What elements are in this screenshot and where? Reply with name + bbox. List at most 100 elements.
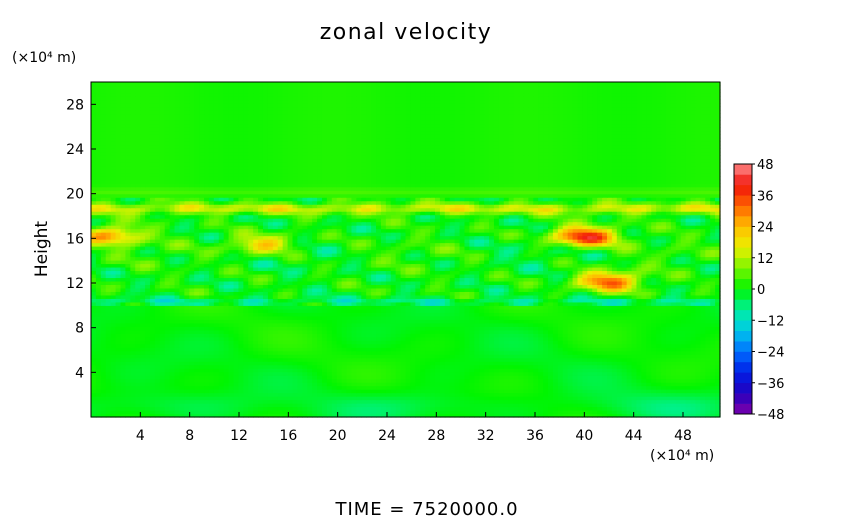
heatmap-cell: [498, 350, 505, 355]
heatmap-cell: [582, 340, 588, 345]
heatmap-cell: [602, 385, 608, 390]
heatmap-cell: [258, 368, 264, 373]
heatmap-cell: [145, 280, 151, 285]
heatmap-cell: [430, 350, 436, 355]
heatmap-cell: [543, 350, 549, 355]
heatmap-cell: [493, 403, 500, 408]
heatmap-cell: [140, 371, 146, 376]
heatmap-cell: [439, 382, 446, 387]
heatmap-cell: [400, 340, 407, 345]
heatmap-cell: [120, 336, 126, 341]
heatmap-cell: [513, 301, 520, 306]
heatmap-cell: [705, 347, 711, 352]
heatmap-cell: [552, 357, 559, 362]
heatmap-cell: [228, 336, 235, 341]
heatmap-cell: [439, 298, 446, 303]
heatmap-cell: [434, 361, 441, 366]
heatmap-cell: [552, 406, 559, 411]
heatmap-cell: [425, 333, 431, 338]
heatmap-cell: [582, 350, 588, 355]
heatmap-cell: [272, 312, 279, 317]
heatmap-cell: [661, 368, 667, 373]
heatmap-cell: [110, 319, 117, 324]
heatmap-cell: [641, 298, 647, 303]
heatmap-cell: [228, 291, 235, 296]
heatmap-cell: [267, 294, 274, 299]
heatmap-cell: [297, 375, 303, 380]
heatmap-cell: [405, 354, 412, 359]
heatmap-cell: [425, 294, 431, 299]
heatmap-cell: [636, 298, 642, 303]
heatmap-cell: [366, 371, 372, 376]
heatmap-cell: [228, 368, 235, 373]
heatmap-cell: [430, 389, 436, 394]
heatmap-cell: [680, 280, 687, 285]
heatmap-cell: [307, 396, 313, 401]
heatmap-cell: [533, 361, 539, 366]
heatmap-cell: [597, 315, 603, 320]
heatmap-cell: [194, 382, 200, 387]
heatmap-cell: [95, 378, 102, 383]
heatmap-cell: [267, 399, 274, 404]
heatmap-cell: [484, 291, 490, 296]
heatmap-cell: [587, 340, 593, 345]
heatmap-cell: [189, 315, 195, 320]
heatmap-cell: [710, 315, 716, 320]
heatmap-cell: [159, 410, 166, 415]
heatmap-cell: [597, 375, 603, 380]
heatmap-cell: [159, 347, 166, 352]
heatmap-cell: [390, 301, 397, 306]
heatmap-cell: [695, 319, 701, 324]
heatmap-cell: [503, 305, 510, 310]
heatmap-cell: [213, 340, 220, 345]
heatmap-cell: [233, 336, 240, 341]
heatmap-cell: [572, 389, 579, 394]
heatmap-cell: [115, 280, 122, 285]
heatmap-cell: [661, 305, 667, 310]
heatmap-cell: [95, 350, 102, 355]
heatmap-cell: [282, 368, 289, 373]
heatmap-cell: [577, 312, 583, 317]
heatmap-cell: [317, 375, 323, 380]
heatmap-cell: [145, 301, 151, 306]
heatmap-cell: [400, 385, 407, 390]
heatmap-cell: [592, 329, 598, 334]
heatmap-cell: [228, 406, 235, 411]
heatmap-cell: [253, 284, 259, 289]
heatmap-cell: [518, 343, 525, 348]
heatmap-cell: [636, 294, 642, 299]
heatmap-cell: [208, 284, 215, 289]
heatmap-cell: [356, 403, 362, 408]
heatmap-cell: [262, 280, 269, 285]
heatmap-cell: [582, 329, 588, 334]
heatmap-cell: [710, 357, 716, 362]
heatmap-cell: [130, 326, 136, 331]
heatmap-cell: [439, 368, 446, 373]
heatmap-cell: [548, 291, 554, 296]
heatmap-cell: [174, 336, 181, 341]
heatmap-cell: [228, 354, 235, 359]
heatmap-cell: [425, 361, 431, 366]
heatmap-cell: [602, 406, 608, 411]
heatmap-cell: [218, 375, 225, 380]
heatmap-cell: [582, 343, 588, 348]
heatmap-cell: [135, 319, 141, 324]
heatmap-cell: [538, 364, 544, 369]
heatmap-cell: [351, 378, 357, 383]
heatmap-cell: [538, 406, 544, 411]
heatmap-cell: [331, 368, 338, 373]
heatmap-cell: [331, 375, 338, 380]
heatmap-cell: [130, 406, 136, 411]
heatmap-cell: [179, 361, 185, 366]
heatmap-cell: [415, 343, 421, 348]
heatmap-cell: [100, 322, 107, 327]
heatmap-cell: [218, 294, 225, 299]
heatmap-cell: [606, 403, 613, 408]
heatmap-cell: [169, 375, 176, 380]
heatmap-cell: [371, 413, 377, 418]
heatmap-cell: [498, 284, 505, 289]
heatmap-cell: [489, 284, 495, 289]
heatmap-cell: [164, 396, 171, 401]
heatmap-cell: [695, 298, 701, 303]
heatmap-cell: [253, 382, 259, 387]
